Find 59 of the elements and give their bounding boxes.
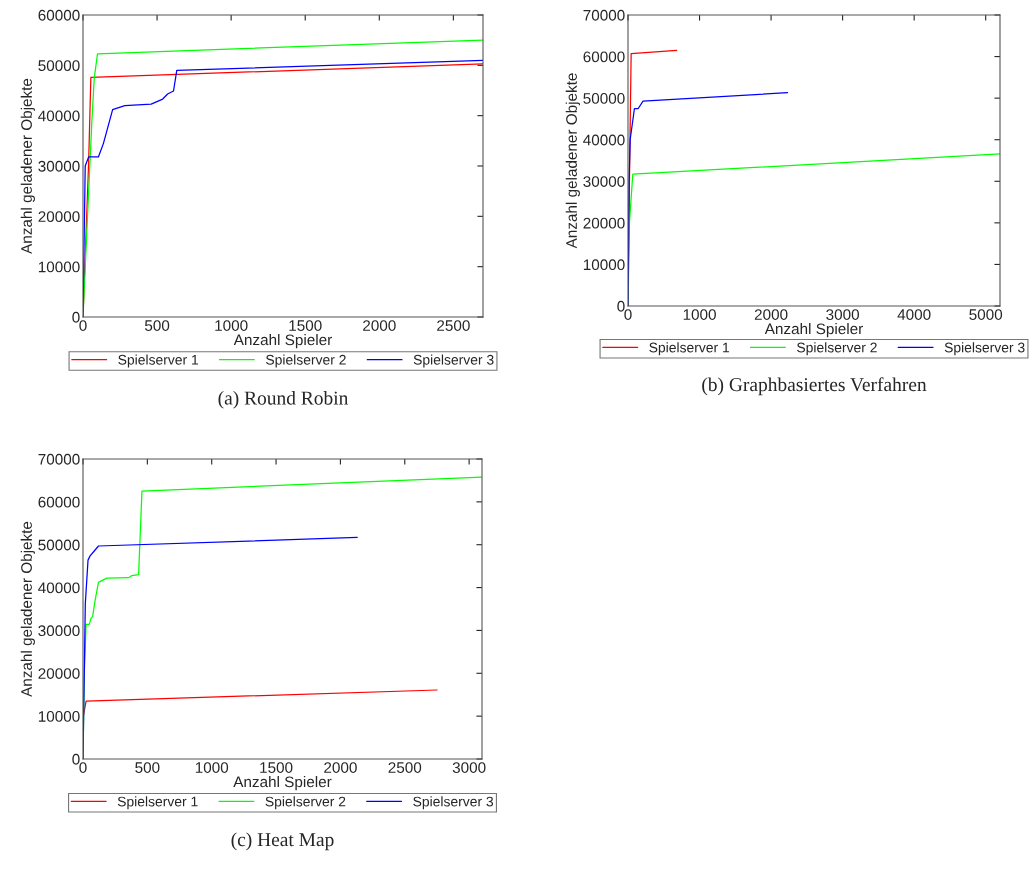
- legend-label: Spielserver 1: [649, 342, 730, 356]
- y-tick-label: 30000: [583, 176, 625, 187]
- y-tick-label: 50000: [583, 93, 625, 104]
- legend-label: Spielserver 1: [118, 354, 199, 368]
- x-tick-label: 3000: [452, 762, 486, 773]
- y-tick-label: 20000: [38, 211, 80, 223]
- legend-label: Spielserver 3: [413, 354, 494, 368]
- x-axis-title: Anzahl Spieler: [233, 334, 333, 349]
- x-tick-label: 2000: [754, 309, 788, 320]
- x-tick-label: 5000: [969, 309, 1003, 320]
- x-axis-title: Anzahl Spieler: [764, 323, 864, 338]
- y-tick-label: 60000: [38, 496, 80, 508]
- y-tick-label: 30000: [38, 160, 80, 172]
- x-tick-label: 0: [79, 320, 87, 331]
- y-axis-title: Anzahl geladener Objekte: [20, 78, 35, 254]
- y-tick-label: 10000: [38, 711, 80, 722]
- text: (a) Round Robin: [218, 390, 349, 409]
- x-tick-label: 0: [624, 309, 632, 320]
- y-axis-title: Anzahl geladener Objekte: [20, 521, 35, 697]
- x-tick-label: 1000: [215, 320, 248, 331]
- y-tick-label: 60000: [583, 51, 625, 63]
- legend-label: Spielserver 3: [944, 342, 1025, 356]
- y-tick-label: 20000: [38, 668, 80, 679]
- y-tick-label: 50000: [38, 60, 80, 72]
- legend-label: Spielserver 1: [117, 796, 198, 810]
- y-tick-label: 60000: [38, 9, 80, 21]
- legend-label: Spielserver 2: [797, 342, 877, 356]
- y-tick-label: 40000: [583, 134, 625, 146]
- x-tick-label: 3000: [826, 309, 860, 320]
- x-tick-label: 1500: [289, 320, 322, 331]
- x-tick-label: 2000: [324, 762, 357, 773]
- y-tick-label: 30000: [38, 625, 80, 637]
- y-tick-label: 70000: [583, 9, 625, 21]
- y-tick-label: 0: [617, 300, 625, 312]
- y-tick-label: 50000: [38, 539, 80, 551]
- legend-label: Spielserver 3: [413, 796, 494, 810]
- x-tick-label: 500: [144, 320, 170, 331]
- x-tick-label: 1000: [195, 762, 229, 773]
- y-tick-label: 20000: [583, 217, 625, 229]
- legend-label: Spielserver 2: [265, 796, 346, 810]
- x-tick-label: 2500: [437, 320, 470, 331]
- x-tick-label: 0: [79, 762, 87, 773]
- x-tick-label: 1500: [260, 762, 293, 773]
- y-tick-label: 10000: [38, 261, 80, 273]
- x-tick-label: 2500: [388, 762, 422, 773]
- y-tick-label: 10000: [583, 259, 625, 271]
- x-tick-label: 2000: [363, 320, 396, 331]
- text: (c) Heat Map: [231, 832, 334, 851]
- text: (b) Graphbasiertes Verfahren: [702, 377, 927, 396]
- y-tick-label: 40000: [38, 110, 80, 122]
- y-tick-label: 70000: [38, 453, 80, 465]
- y-axis-title: Anzahl geladener Objekte: [565, 73, 580, 249]
- x-tick-label: 1000: [683, 309, 716, 320]
- x-tick-label: 4000: [897, 309, 931, 320]
- legend-label: Spielserver 2: [266, 354, 346, 368]
- y-tick-label: 0: [72, 753, 80, 765]
- y-tick-label: 40000: [38, 582, 80, 594]
- x-tick-label: 500: [135, 762, 160, 773]
- x-axis-title: Anzahl Spieler: [233, 776, 332, 791]
